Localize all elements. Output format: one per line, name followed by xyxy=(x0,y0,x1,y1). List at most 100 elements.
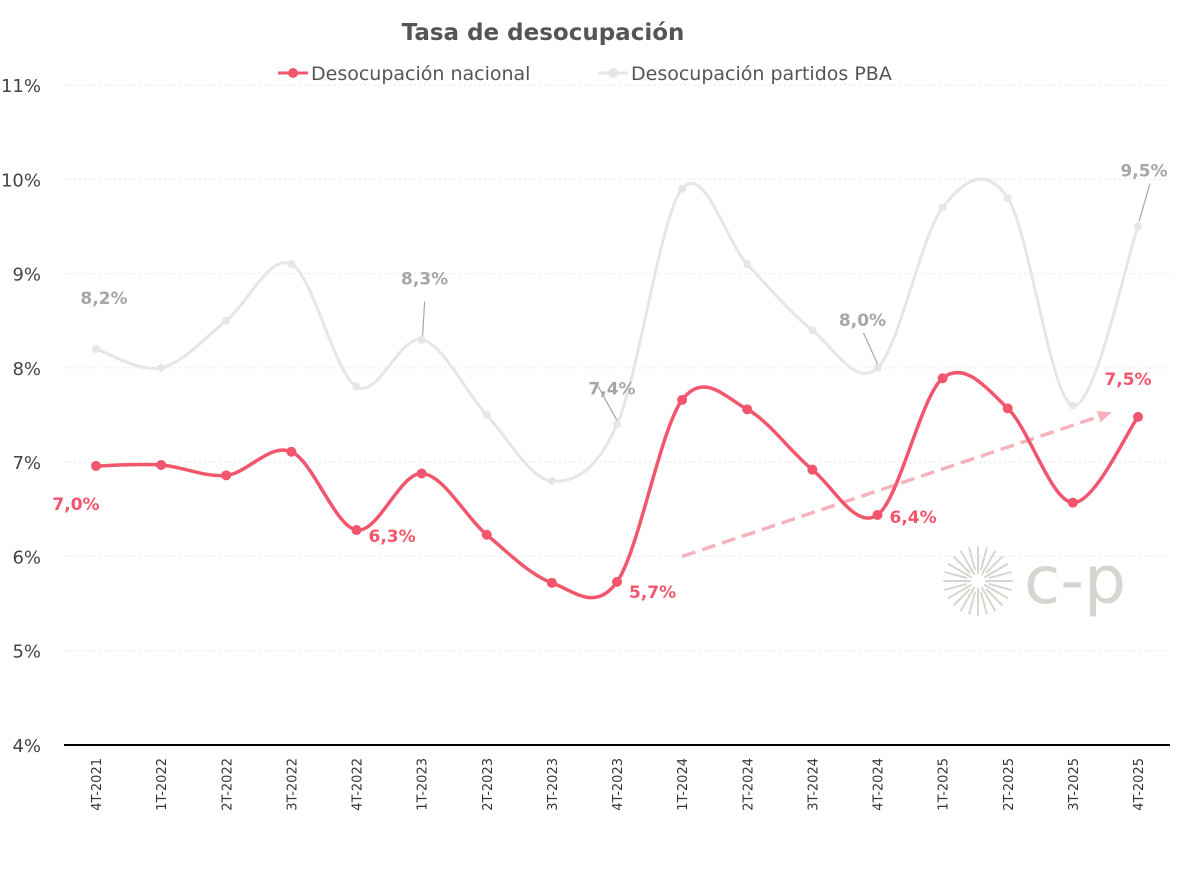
national-point[interactable] xyxy=(416,468,427,479)
pba-data-label: 9,5% xyxy=(1120,161,1167,181)
national-point[interactable] xyxy=(807,464,818,475)
y-tick-label: 10% xyxy=(1,170,41,191)
x-tick-label: 4T-2021 xyxy=(90,758,105,811)
national-point[interactable] xyxy=(1133,411,1143,422)
national-point[interactable] xyxy=(1067,497,1078,508)
pba-point[interactable] xyxy=(92,345,100,353)
legend-label-pba: Desocupación partidos PBA xyxy=(631,63,892,85)
trend-arrow-head xyxy=(1096,410,1112,423)
y-tick-label: 5% xyxy=(12,642,41,663)
pba-point[interactable] xyxy=(352,382,361,391)
national-point[interactable] xyxy=(156,459,167,470)
logo: c-p xyxy=(943,542,1126,619)
y-tick-label: 11% xyxy=(1,76,41,97)
x-tick-label: 3T-2025 xyxy=(1067,758,1082,811)
legend-item-national[interactable]: Desocupación nacional xyxy=(278,63,530,85)
sunburst-icon xyxy=(943,546,1013,616)
x-tick-label: 4T-2023 xyxy=(611,758,626,811)
pba-point[interactable] xyxy=(482,411,491,419)
national-point[interactable] xyxy=(612,576,622,587)
national-point[interactable] xyxy=(742,404,753,415)
sunburst-ray xyxy=(985,555,1004,574)
series-national xyxy=(91,370,1143,600)
legend-marker-national xyxy=(288,68,298,78)
x-tick-label: 4T-2025 xyxy=(1132,758,1147,811)
pba-data-label: 8,2% xyxy=(80,289,127,309)
pba-data-label: 8,3% xyxy=(401,270,448,290)
sunburst-ray xyxy=(944,583,968,591)
x-tick-label: 2T-2022 xyxy=(220,758,235,811)
sunburst-ray xyxy=(988,583,1012,591)
pba-point[interactable] xyxy=(873,363,882,372)
pba-point[interactable] xyxy=(1003,194,1012,203)
pba-label-leader xyxy=(862,332,879,365)
pba-point[interactable] xyxy=(808,326,817,335)
national-point[interactable] xyxy=(937,373,948,384)
national-point[interactable] xyxy=(481,529,492,540)
x-tick-label: 1T-2025 xyxy=(937,758,952,811)
national-point[interactable] xyxy=(91,460,101,471)
sunburst-ray xyxy=(981,550,996,576)
x-tick-label: 2T-2025 xyxy=(1002,758,1017,811)
pba-point[interactable] xyxy=(417,335,426,344)
pba-point[interactable] xyxy=(678,184,687,193)
trend-arrow-line xyxy=(681,414,1100,559)
national-point[interactable] xyxy=(221,470,232,481)
sunburst-ray xyxy=(985,588,1004,607)
pba-line xyxy=(95,177,1140,483)
sunburst-ray xyxy=(960,586,975,612)
y-tick-label: 9% xyxy=(12,265,41,286)
x-tick-label: 2T-2024 xyxy=(741,758,756,811)
pba-point[interactable] xyxy=(1068,401,1077,410)
sunburst-ray xyxy=(947,563,973,578)
national-point[interactable] xyxy=(286,446,297,457)
sunburst-ray xyxy=(968,547,976,571)
national-point[interactable] xyxy=(351,525,362,536)
y-tick-label: 6% xyxy=(12,547,41,568)
national-data-label: 7,0% xyxy=(52,495,99,515)
pba-data-label: 7,4% xyxy=(588,379,635,399)
logo-text: c-p xyxy=(1024,542,1126,619)
series-pba xyxy=(92,177,1142,485)
x-tick-label: 1T-2024 xyxy=(676,758,691,811)
national-data-label: 6,4% xyxy=(890,508,937,528)
sunburst-ray xyxy=(988,571,1012,579)
national-data-label: 7,5% xyxy=(1104,370,1151,390)
pba-point[interactable] xyxy=(287,260,296,269)
x-tick-label: 1T-2022 xyxy=(155,758,170,811)
pba-label-leader xyxy=(592,381,618,421)
national-data-label: 5,7% xyxy=(629,583,676,603)
data-labels: 8,2% 8,3% 7,4% 8,0% 9,5% 7,0% 6,3% 5,7% 6,4% 7,5% xyxy=(52,161,1167,602)
x-tick-label: 4T-2022 xyxy=(351,758,366,811)
x-tick-label: 1T-2023 xyxy=(416,758,431,811)
national-point[interactable] xyxy=(546,577,557,588)
x-tick-label: 2T-2023 xyxy=(481,758,496,811)
pba-label-leader xyxy=(1138,183,1151,222)
pba-point[interactable] xyxy=(157,363,166,372)
pba-point[interactable] xyxy=(222,316,231,325)
national-point[interactable] xyxy=(677,394,688,405)
pba-point[interactable] xyxy=(547,477,556,485)
sunburst-ray xyxy=(980,547,988,571)
pba-label-leader xyxy=(422,301,426,336)
sunburst-ray xyxy=(952,588,971,607)
x-axis-ticks: 4T-2021 1T-2022 2T-2022 3T-2022 4T-2022 1T-20… xyxy=(90,758,1147,811)
sunburst-ray xyxy=(983,563,1009,578)
x-tick-label: 3T-2023 xyxy=(546,758,561,811)
chart-title: Tasa de desocupación xyxy=(402,20,685,46)
y-tick-label: 4% xyxy=(12,736,41,757)
sunburst-ray xyxy=(983,584,1009,599)
national-point[interactable] xyxy=(872,509,883,520)
legend: Desocupación nacional Desocupación parti… xyxy=(278,63,892,85)
pba-point[interactable] xyxy=(938,203,947,212)
pba-point[interactable] xyxy=(743,260,752,269)
pba-point[interactable] xyxy=(1134,222,1142,231)
sunburst-ray xyxy=(960,550,975,576)
y-tick-label: 8% xyxy=(12,359,41,380)
sunburst-ray xyxy=(944,571,968,579)
pba-point[interactable] xyxy=(613,420,621,429)
national-point[interactable] xyxy=(1002,403,1013,414)
legend-item-pba[interactable]: Desocupación partidos PBA xyxy=(598,63,892,85)
legend-label-national: Desocupación nacional xyxy=(311,63,530,85)
